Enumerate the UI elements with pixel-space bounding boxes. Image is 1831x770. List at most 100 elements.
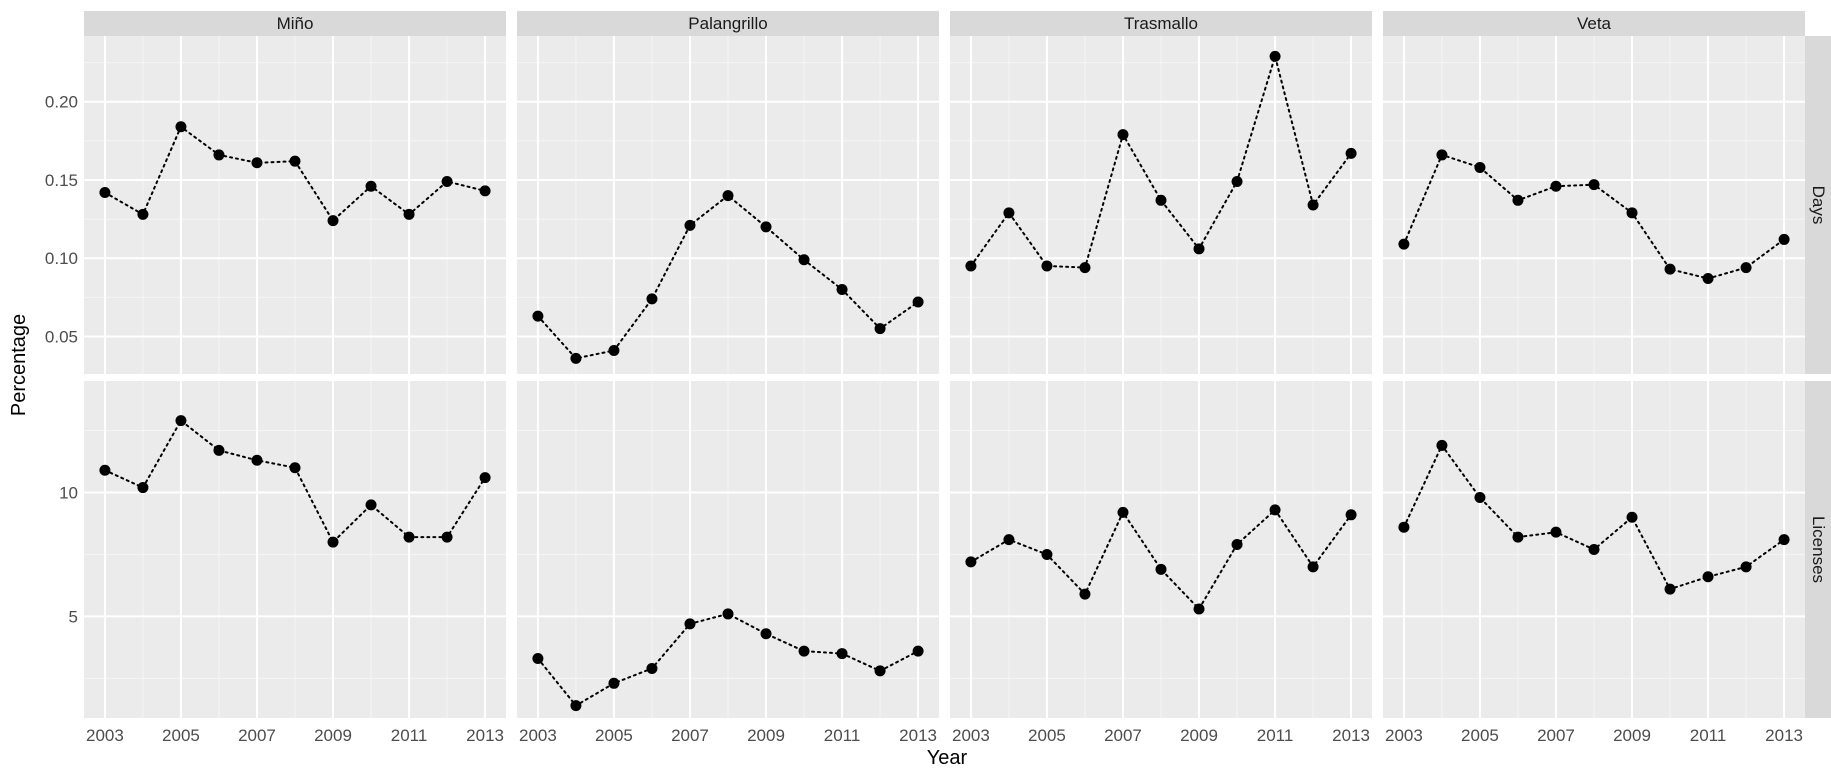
data-point [1231,176,1243,188]
data-point [441,176,453,188]
data-point [1041,548,1053,560]
data-point [1079,262,1091,274]
data-point [798,254,810,266]
data-point [1588,544,1600,555]
data-point [1231,539,1243,551]
data-point [722,608,734,620]
data-point [289,155,301,167]
strip-label: Trasmallo [1124,14,1198,33]
x-tick-label: 2005 [1461,726,1499,745]
x-tick-label: 2005 [162,726,200,745]
x-tick-label: 2003 [1385,726,1423,745]
series-line [536,612,920,707]
data-point [99,464,111,476]
x-tick-label: 2007 [1537,726,1575,745]
y-tick-label: 0.05 [45,327,78,346]
x-tick-label: 2005 [595,726,633,745]
data-point [1003,207,1015,219]
data-point [1436,149,1448,161]
series-line [969,508,1353,611]
data-point [1740,561,1752,573]
data-point [403,531,415,543]
data-point [684,219,696,231]
panel-days-veta [1383,36,1805,374]
panel-licenses-mi-o [84,381,506,718]
x-tick-label: 2013 [466,726,504,745]
data-point [1269,50,1281,62]
data-point [365,180,377,192]
x-tick-label: 2011 [391,726,428,745]
data-point [1193,243,1205,255]
data-point [570,352,582,364]
x-tick-label: 2003 [86,726,124,745]
data-point [365,499,377,511]
x-tick-label: 2005 [1028,726,1066,745]
data-point [251,454,263,466]
data-point [213,444,225,456]
data-point [836,284,848,295]
y-axis-title: Percentage [8,314,30,416]
panel-days-mi-o [84,36,506,374]
data-point [912,645,924,657]
y-tick-label: 0.10 [45,249,78,268]
data-point [1117,129,1129,141]
data-point [175,121,187,133]
data-point [251,157,263,169]
data-point [646,293,658,305]
data-point [912,296,924,308]
x-tick-label: 2003 [519,726,557,745]
y-tick-label: 10 [59,484,78,503]
data-point [1398,521,1410,533]
panel-licenses-palangrillo [517,381,939,718]
data-point [327,536,339,548]
data-point [1588,179,1600,191]
x-tick-label: 2011 [824,726,861,745]
x-tick-label: 2009 [314,726,352,745]
x-tick-label: 2003 [952,726,990,745]
data-point [1778,233,1790,245]
data-point [836,648,848,660]
data-point [722,190,734,202]
data-point [1041,260,1053,272]
data-point [1117,506,1129,518]
x-tick-label: 2013 [1765,726,1803,745]
data-point [608,345,620,357]
data-point [1512,531,1524,543]
data-point [1664,263,1676,275]
data-point [608,677,620,689]
strip-label: Veta [1577,14,1612,33]
strip-label: Days [1809,186,1828,225]
data-point [1345,147,1357,159]
data-point [1436,439,1448,451]
x-tick-label: 2009 [1180,726,1218,745]
data-point [479,185,491,197]
data-point [1307,561,1319,573]
strip-mi-o [84,11,506,36]
data-point [1193,603,1205,615]
x-axis-title: Year [927,747,968,769]
x-tick-label: 2013 [899,726,937,745]
data-point [1398,238,1410,250]
data-point [760,628,772,640]
data-point [532,653,544,665]
data-point [327,215,339,227]
panel-licenses-trasmallo [950,381,1372,718]
y-tick-label: 5 [69,607,78,626]
panels-layer [84,36,1805,718]
x-tick-label: 2007 [671,726,709,745]
x-tick-label: 2007 [1104,726,1142,745]
panel-days-trasmallo [950,36,1372,374]
data-point [760,221,772,233]
data-point [1003,534,1015,546]
data-point [1079,588,1091,600]
data-point [874,323,886,335]
panel-days-palangrillo [517,36,939,374]
data-point [1269,504,1281,516]
strip-days [1805,36,1831,374]
data-point [1626,207,1638,219]
data-point [1155,563,1167,575]
panel-licenses-veta [1383,381,1805,718]
ticks-layer: 0.05 0.10 0.15 0.20 5 10 2003 2005 2007 2009 2011 2… [45,93,1803,745]
strip-label: Licenses [1809,516,1828,583]
